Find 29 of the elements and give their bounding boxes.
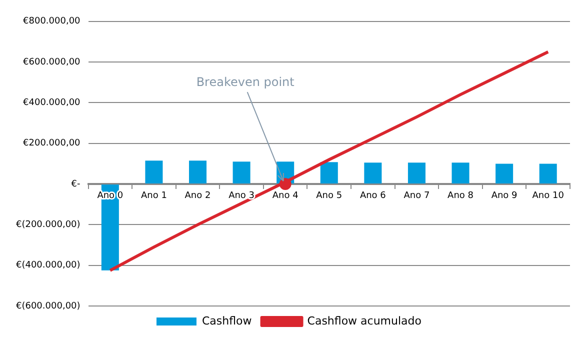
bar (320, 162, 338, 184)
y-tick-label: €- (71, 179, 80, 190)
y-tick-label: €800.000,00 (23, 16, 81, 27)
x-tick-label: Ano 6 (360, 190, 386, 201)
legend-label: Cashflow (202, 314, 252, 328)
annotation: Breakeven point (196, 75, 295, 90)
y-tick-label: €(400.000,00) (16, 260, 80, 271)
y-tick-label: €200.000,00 (23, 138, 81, 149)
bar (452, 162, 470, 184)
bar (539, 164, 557, 184)
x-tick-label: Ano 8 (448, 190, 474, 201)
bar (496, 164, 514, 184)
x-tick-label: Ano 4 (272, 190, 299, 201)
y-tick-label: €(200.000,00) (16, 220, 80, 230)
bar (189, 160, 207, 184)
x-tick-label: Ano 9 (491, 190, 518, 201)
legend-label: Cashflow acumulado (307, 314, 422, 328)
x-tick-label: Ano 1 (140, 190, 167, 201)
bar (408, 162, 426, 184)
y-tick-label: €600.000,00 (23, 57, 81, 68)
x-tick-label: Ano 2 (184, 190, 211, 201)
x-tick-label: Ano 7 (404, 190, 430, 201)
x-tick-label: Ano 10 (532, 190, 564, 201)
bar (364, 162, 382, 184)
y-tick-label: €(600.000,00) (16, 301, 80, 312)
x-tick-label: Ano 5 (316, 190, 342, 201)
y-tick-label: €400.000,00 (23, 98, 81, 108)
bar (145, 160, 163, 184)
bar (232, 162, 250, 184)
